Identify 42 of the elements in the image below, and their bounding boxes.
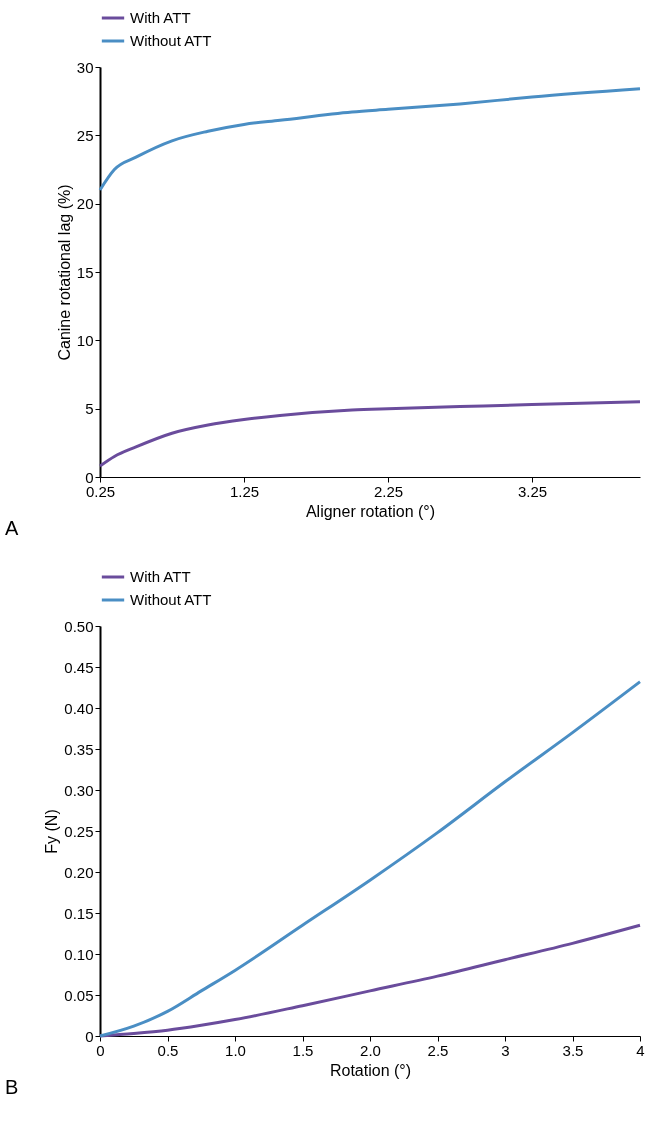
x-tick-label: 3: [501, 1041, 510, 1059]
x-tick-label: 3.25: [517, 482, 548, 500]
y-tick-label: 5: [85, 400, 94, 418]
y-tick-label: 0.20: [64, 863, 94, 881]
line-series: [98, 400, 642, 468]
y-tick-label: 0.30: [64, 781, 94, 799]
legend-label: With ATT: [130, 9, 191, 26]
y-tick-label: 0.35: [64, 740, 94, 758]
x-tick-label: 1.5: [292, 1041, 314, 1059]
y-tick-label: 10: [76, 331, 94, 349]
y-tick-label: 0: [85, 1027, 94, 1045]
y-tick-label: 0.10: [64, 945, 94, 963]
x-tick-label: 2.5: [427, 1041, 449, 1059]
y-tick-label: 15: [76, 263, 94, 281]
legend-label: Without ATT: [130, 591, 212, 608]
y-tick-label: 0.15: [64, 904, 94, 922]
x-tick-label: 1.0: [225, 1041, 246, 1059]
y-tick-label: 0.05: [64, 986, 94, 1004]
y-tick-label: 20: [76, 195, 94, 213]
y-tick-label: 0: [85, 468, 94, 486]
text: B: [5, 1076, 19, 1098]
y-axis-title: Canine rotational lag (%): [55, 184, 73, 361]
legend-label: Without ATT: [130, 32, 212, 49]
y-axis-title: Fy (N): [43, 809, 61, 854]
line-series: [98, 87, 642, 192]
x-tick-label: 1.25: [229, 482, 260, 500]
x-tick-label: 4: [636, 1041, 645, 1059]
y-tick-label: 0.25: [64, 822, 94, 840]
x-tick-label: 2.0: [360, 1041, 381, 1059]
x-tick-label: 0.5: [157, 1041, 179, 1059]
y-tick-label: 25: [76, 126, 94, 144]
text: A: [5, 517, 19, 539]
x-tick-label: 3.5: [562, 1041, 584, 1059]
x-axis-title: Rotation (°): [329, 1061, 412, 1079]
y-tick-label: 0.45: [64, 658, 94, 676]
legend-label: With ATT: [130, 568, 191, 585]
y-tick-label: 30: [76, 58, 94, 76]
y-tick-label: 0.50: [64, 617, 94, 635]
x-tick-label: 0: [96, 1041, 105, 1059]
y-tick-label: 0.40: [64, 699, 94, 717]
x-tick-label: 2.25: [373, 482, 404, 500]
x-axis-title: Aligner rotation (°): [305, 502, 436, 520]
